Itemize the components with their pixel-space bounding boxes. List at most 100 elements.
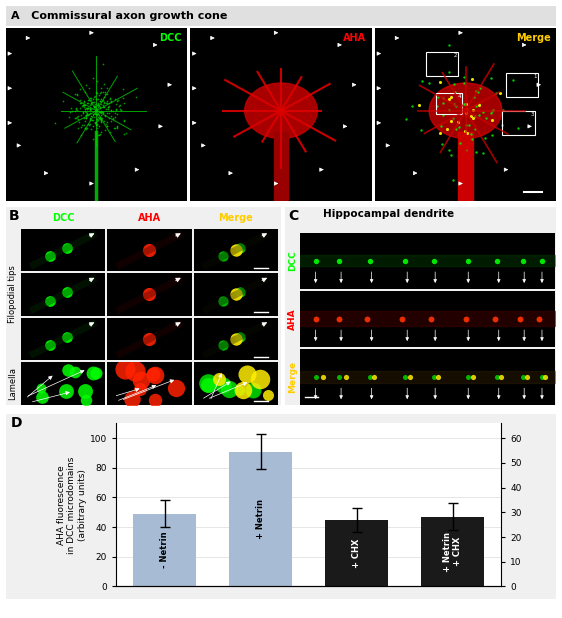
Point: [86, 93, 95, 103]
Point: [469, 372, 478, 382]
Point: [97, 112, 106, 122]
Point: [98, 95, 107, 105]
Point: [74, 117, 83, 127]
Point: [93, 109, 102, 119]
Point: [497, 121, 506, 130]
Point: [85, 113, 94, 123]
Point: [83, 103, 92, 113]
Point: [64, 365, 72, 375]
Point: [497, 372, 506, 382]
Point: [87, 95, 96, 105]
Point: [470, 124, 479, 134]
Point: [445, 145, 454, 155]
Text: Filopodial tips: Filopodial tips: [8, 266, 17, 323]
Point: [450, 87, 459, 96]
Point: [487, 106, 496, 116]
Point: [81, 109, 90, 119]
Point: [92, 109, 101, 119]
Point: [86, 108, 95, 118]
Point: [334, 372, 343, 382]
Point: [498, 106, 507, 116]
Point: [63, 287, 72, 297]
Point: [99, 92, 108, 102]
Point: [92, 120, 101, 130]
Point: [84, 83, 93, 93]
Point: [83, 103, 92, 113]
Point: [461, 145, 470, 155]
Point: [89, 121, 98, 131]
Point: [418, 76, 427, 86]
Point: [80, 87, 89, 97]
Point: [75, 103, 84, 113]
Point: [85, 121, 94, 130]
Point: [82, 396, 91, 405]
Point: [486, 74, 495, 83]
Point: [113, 123, 122, 133]
Bar: [425, 52, 458, 76]
Point: [46, 296, 55, 306]
Point: [105, 95, 114, 104]
Point: [131, 92, 140, 102]
Point: [113, 109, 122, 119]
Point: [488, 130, 497, 140]
Polygon shape: [274, 132, 288, 201]
Point: [106, 93, 115, 103]
Point: [83, 98, 92, 108]
Point: [83, 103, 92, 113]
Point: [111, 94, 120, 104]
Point: [488, 105, 497, 115]
Text: 1: 1: [534, 74, 537, 78]
Point: [98, 87, 107, 97]
Point: [414, 101, 423, 111]
Point: [447, 116, 456, 126]
Bar: [502, 111, 534, 135]
Point: [84, 109, 93, 119]
Point: [311, 372, 320, 382]
Point: [82, 110, 91, 120]
Point: [93, 116, 102, 126]
Text: DCC: DCC: [160, 33, 182, 43]
Point: [540, 372, 549, 382]
Point: [92, 104, 101, 114]
Point: [117, 106, 126, 116]
Point: [80, 123, 89, 133]
Point: [111, 112, 120, 122]
Point: [235, 287, 244, 297]
Point: [424, 78, 433, 88]
Point: [492, 88, 501, 98]
Point: [80, 386, 89, 396]
Point: [148, 370, 157, 379]
Point: [467, 111, 476, 121]
Point: [452, 124, 461, 133]
Point: [93, 114, 102, 124]
Point: [319, 372, 328, 382]
Point: [81, 103, 90, 112]
Point: [86, 99, 95, 109]
Point: [77, 130, 86, 140]
Point: [89, 102, 98, 112]
Point: [537, 372, 546, 382]
Point: [93, 99, 102, 109]
Point: [70, 106, 79, 116]
Point: [92, 88, 101, 98]
Point: [518, 256, 527, 266]
Point: [407, 101, 416, 111]
Point: [76, 110, 85, 120]
Point: [83, 123, 92, 133]
Point: [110, 123, 119, 133]
Point: [92, 119, 101, 129]
Point: [89, 93, 98, 103]
Point: [96, 103, 105, 112]
Point: [516, 314, 525, 324]
Point: [90, 117, 99, 127]
Point: [481, 133, 490, 143]
Point: [96, 115, 105, 125]
Point: [472, 147, 481, 157]
Point: [137, 375, 146, 385]
Point: [96, 83, 105, 93]
Point: [459, 72, 468, 82]
Point: [101, 109, 110, 119]
Point: [474, 99, 483, 109]
Point: [89, 112, 98, 122]
Point: [449, 175, 458, 185]
